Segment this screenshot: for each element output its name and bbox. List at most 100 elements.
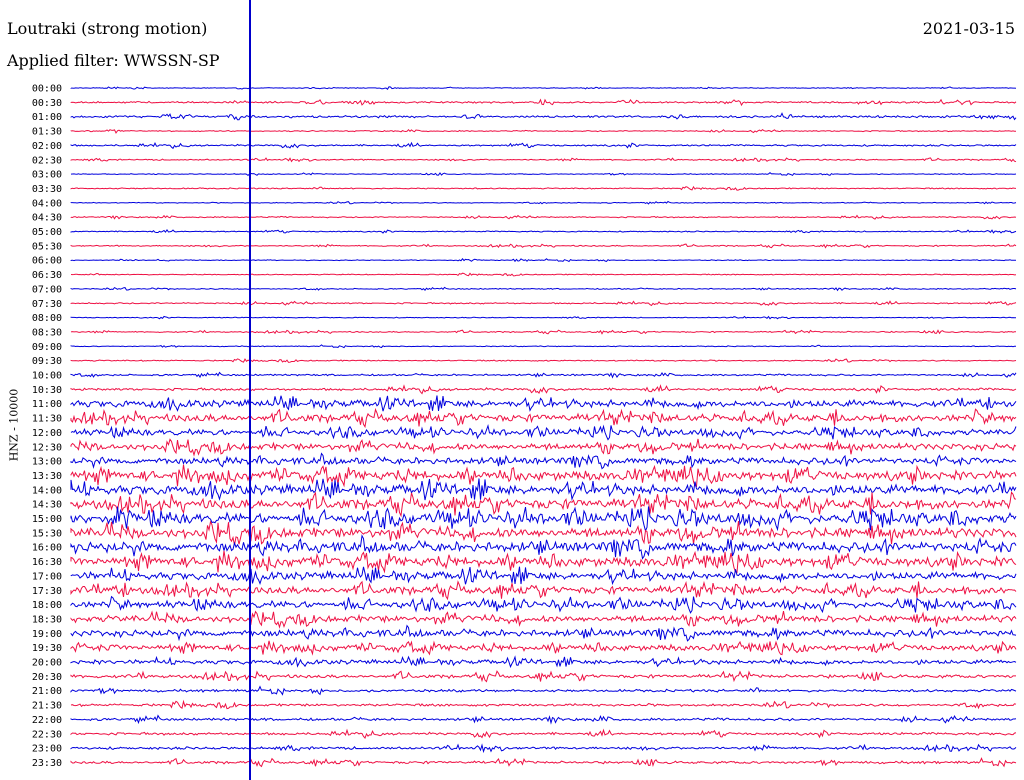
row-time-label: 05:00 bbox=[32, 227, 62, 238]
row-time-label: 07:30 bbox=[32, 299, 62, 310]
row-time-label: 11:30 bbox=[32, 414, 62, 425]
trace-line bbox=[70, 610, 1017, 629]
row-time-label: 08:00 bbox=[32, 313, 62, 324]
row-time-label: 19:30 bbox=[32, 643, 62, 654]
row-time-label: 14:00 bbox=[32, 485, 62, 496]
trace-line bbox=[70, 699, 1017, 710]
trace-line bbox=[70, 214, 1017, 220]
trace-line bbox=[70, 452, 1017, 470]
trace-line bbox=[70, 728, 1017, 739]
row-time-label: 04:00 bbox=[32, 198, 62, 209]
trace-line bbox=[70, 640, 1017, 656]
row-time-label: 10:30 bbox=[32, 385, 62, 396]
row-time-label: 17:30 bbox=[32, 586, 62, 597]
trace-line bbox=[70, 229, 1017, 234]
trace-line bbox=[70, 344, 1017, 349]
row-time-label: 13:30 bbox=[32, 471, 62, 482]
row-time-label: 02:30 bbox=[32, 155, 62, 166]
date-label: 2021-03-15 bbox=[922, 19, 1015, 38]
trace-line bbox=[70, 506, 1017, 533]
row-time-label: 22:30 bbox=[32, 729, 62, 740]
row-time-label: 09:00 bbox=[32, 342, 62, 353]
trace-line bbox=[70, 491, 1017, 518]
trace-line bbox=[70, 86, 1017, 90]
row-time-label: 09:30 bbox=[32, 356, 62, 367]
trace-line bbox=[70, 423, 1017, 441]
row-time-label: 17:00 bbox=[32, 571, 62, 582]
trace-line bbox=[70, 329, 1017, 335]
row-time-label: 23:30 bbox=[32, 758, 62, 769]
trace-line bbox=[70, 243, 1017, 249]
row-time-label: 01:00 bbox=[32, 112, 62, 123]
trace-line bbox=[70, 714, 1017, 725]
row-time-label: 20:00 bbox=[32, 658, 62, 669]
row-time-label: 01:30 bbox=[32, 127, 62, 138]
trace-line bbox=[70, 172, 1017, 177]
row-time-label: 15:00 bbox=[32, 514, 62, 525]
row-time-label: 06:30 bbox=[32, 270, 62, 281]
trace-line bbox=[70, 315, 1016, 320]
trace-line bbox=[70, 580, 1017, 601]
row-time-label: 21:00 bbox=[32, 686, 62, 697]
row-time-label: 07:00 bbox=[32, 284, 62, 295]
row-time-label: 05:30 bbox=[32, 241, 62, 252]
row-time-label: 11:00 bbox=[32, 399, 62, 410]
trace-line bbox=[70, 478, 1017, 501]
row-time-label: 15:30 bbox=[32, 528, 62, 539]
row-time-label: 16:30 bbox=[32, 557, 62, 568]
trace-line bbox=[70, 112, 1017, 121]
row-time-label: 04:30 bbox=[32, 213, 62, 224]
row-time-label: 14:30 bbox=[32, 500, 62, 511]
trace-line bbox=[70, 438, 1017, 457]
trace-line bbox=[70, 157, 1017, 163]
trace-line bbox=[70, 300, 1017, 307]
row-time-label: 10:00 bbox=[32, 371, 62, 382]
trace-line bbox=[70, 464, 1017, 488]
row-time-label: 18:00 bbox=[32, 600, 62, 611]
station-title: Loutraki (strong motion) bbox=[7, 19, 208, 38]
row-time-label: 03:30 bbox=[32, 184, 62, 195]
trace-line bbox=[70, 128, 1016, 134]
row-time-label: 16:00 bbox=[32, 543, 62, 554]
trace-line bbox=[70, 566, 1017, 586]
trace-line bbox=[70, 655, 1017, 669]
trace-line bbox=[70, 624, 1017, 642]
row-time-label: 23:00 bbox=[32, 744, 62, 755]
trace-line bbox=[70, 185, 1017, 191]
trace-line bbox=[70, 98, 1017, 107]
trace-line bbox=[70, 395, 1017, 412]
row-time-label: 13:00 bbox=[32, 457, 62, 468]
filter-label: Applied filter: WWSSN-SP bbox=[7, 51, 220, 70]
trace-line bbox=[70, 743, 1017, 754]
row-time-label: 22:00 bbox=[32, 715, 62, 726]
row-time-label: 12:30 bbox=[32, 442, 62, 453]
trace-line bbox=[70, 358, 1017, 363]
trace-line bbox=[70, 670, 1016, 683]
row-time-label: 03:00 bbox=[32, 170, 62, 181]
trace-line bbox=[70, 272, 1017, 277]
row-time-label: 06:00 bbox=[32, 256, 62, 267]
row-time-label: 19:00 bbox=[32, 629, 62, 640]
trace-line bbox=[70, 534, 1017, 560]
trace-line bbox=[70, 595, 1017, 614]
row-time-label: 00:00 bbox=[32, 84, 62, 95]
row-time-label: 12:00 bbox=[32, 428, 62, 439]
trace-line bbox=[70, 371, 1017, 379]
trace-line bbox=[70, 286, 1017, 292]
trace-line bbox=[70, 258, 1017, 263]
trace-line bbox=[70, 384, 1017, 395]
trace-line bbox=[70, 520, 1017, 546]
trace-line bbox=[70, 550, 1017, 574]
trace-line bbox=[70, 757, 1017, 768]
trace-line bbox=[70, 685, 1017, 696]
row-time-label: 21:30 bbox=[32, 701, 62, 712]
trace-line bbox=[70, 200, 1017, 205]
row-time-label: 02:00 bbox=[32, 141, 62, 152]
trace-line bbox=[70, 407, 1017, 429]
row-time-label: 08:30 bbox=[32, 327, 62, 338]
row-time-label: 00:30 bbox=[32, 98, 62, 109]
row-time-label: 18:30 bbox=[32, 614, 62, 625]
trace-line bbox=[70, 141, 1017, 150]
row-time-label: 20:30 bbox=[32, 672, 62, 683]
